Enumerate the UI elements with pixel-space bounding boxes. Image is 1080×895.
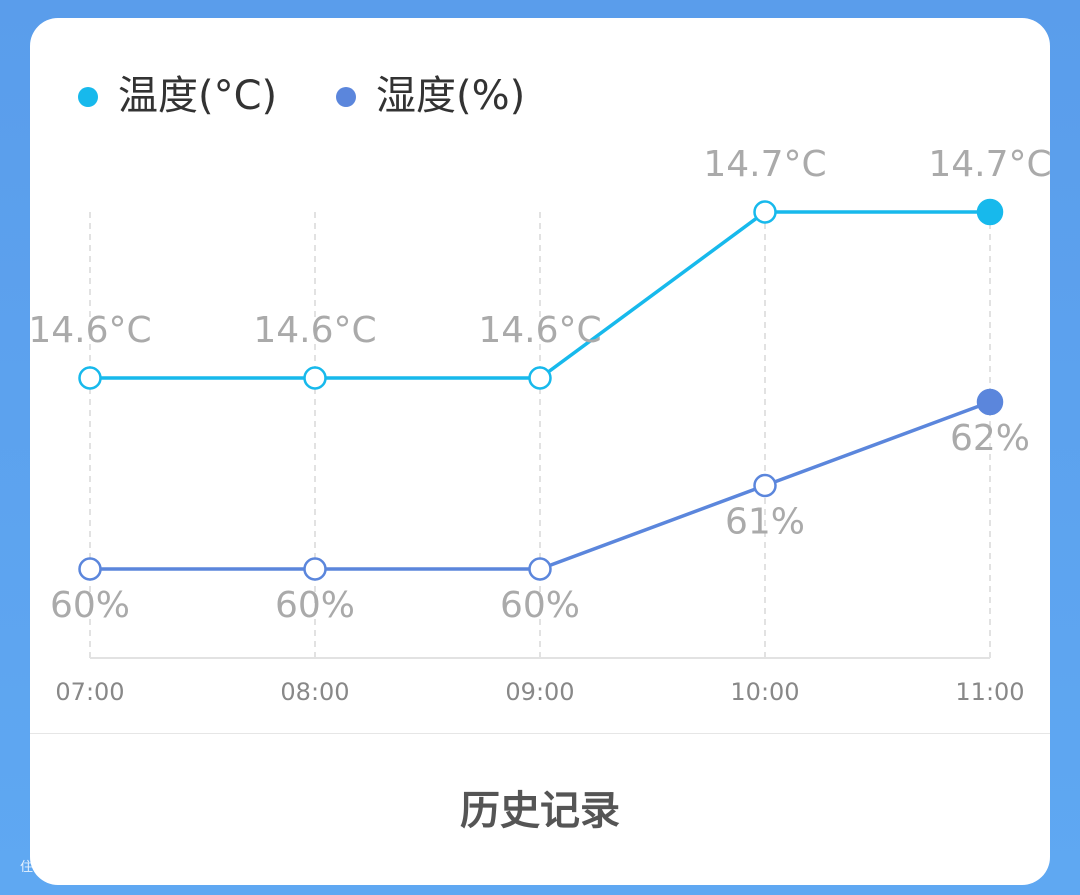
data-label: 62% [950,418,1030,459]
legend-label: 湿度(%) [376,73,525,119]
data-label: 60% [275,585,355,626]
x-tick-label: 07:00 [55,678,124,706]
legend-marker [78,87,98,107]
data-label: 14.7°C [703,144,826,185]
x-tick-label: 10:00 [730,678,799,706]
x-tick-label: 09:00 [505,678,574,706]
legend-marker [336,87,356,107]
data-point [303,557,327,581]
data-point [976,198,1004,226]
data-point [528,557,552,581]
chart-card: 历史记录 [30,18,1050,885]
data-point [753,200,777,224]
data-label: 14.7°C [928,144,1051,185]
data-point [303,366,327,390]
data-point [753,473,777,498]
watermark: 住小帮@LEO新视角 [20,860,137,875]
legend-label: 温度(°C) [118,73,277,119]
data-point [976,388,1004,416]
data-label: 61% [725,502,805,543]
data-label: 14.6°C [28,310,151,351]
x-tick-label: 08:00 [280,678,349,706]
data-label: 60% [50,585,130,626]
data-point [78,557,102,581]
x-tick-label: 11:00 [955,678,1024,706]
data-label: 60% [500,585,580,626]
data-point [528,366,552,390]
divider [30,733,1050,734]
data-label: 14.6°C [253,310,376,351]
history-button[interactable]: 历史记录 [460,788,620,834]
data-label: 14.6°C [478,310,601,351]
data-point [78,366,102,390]
